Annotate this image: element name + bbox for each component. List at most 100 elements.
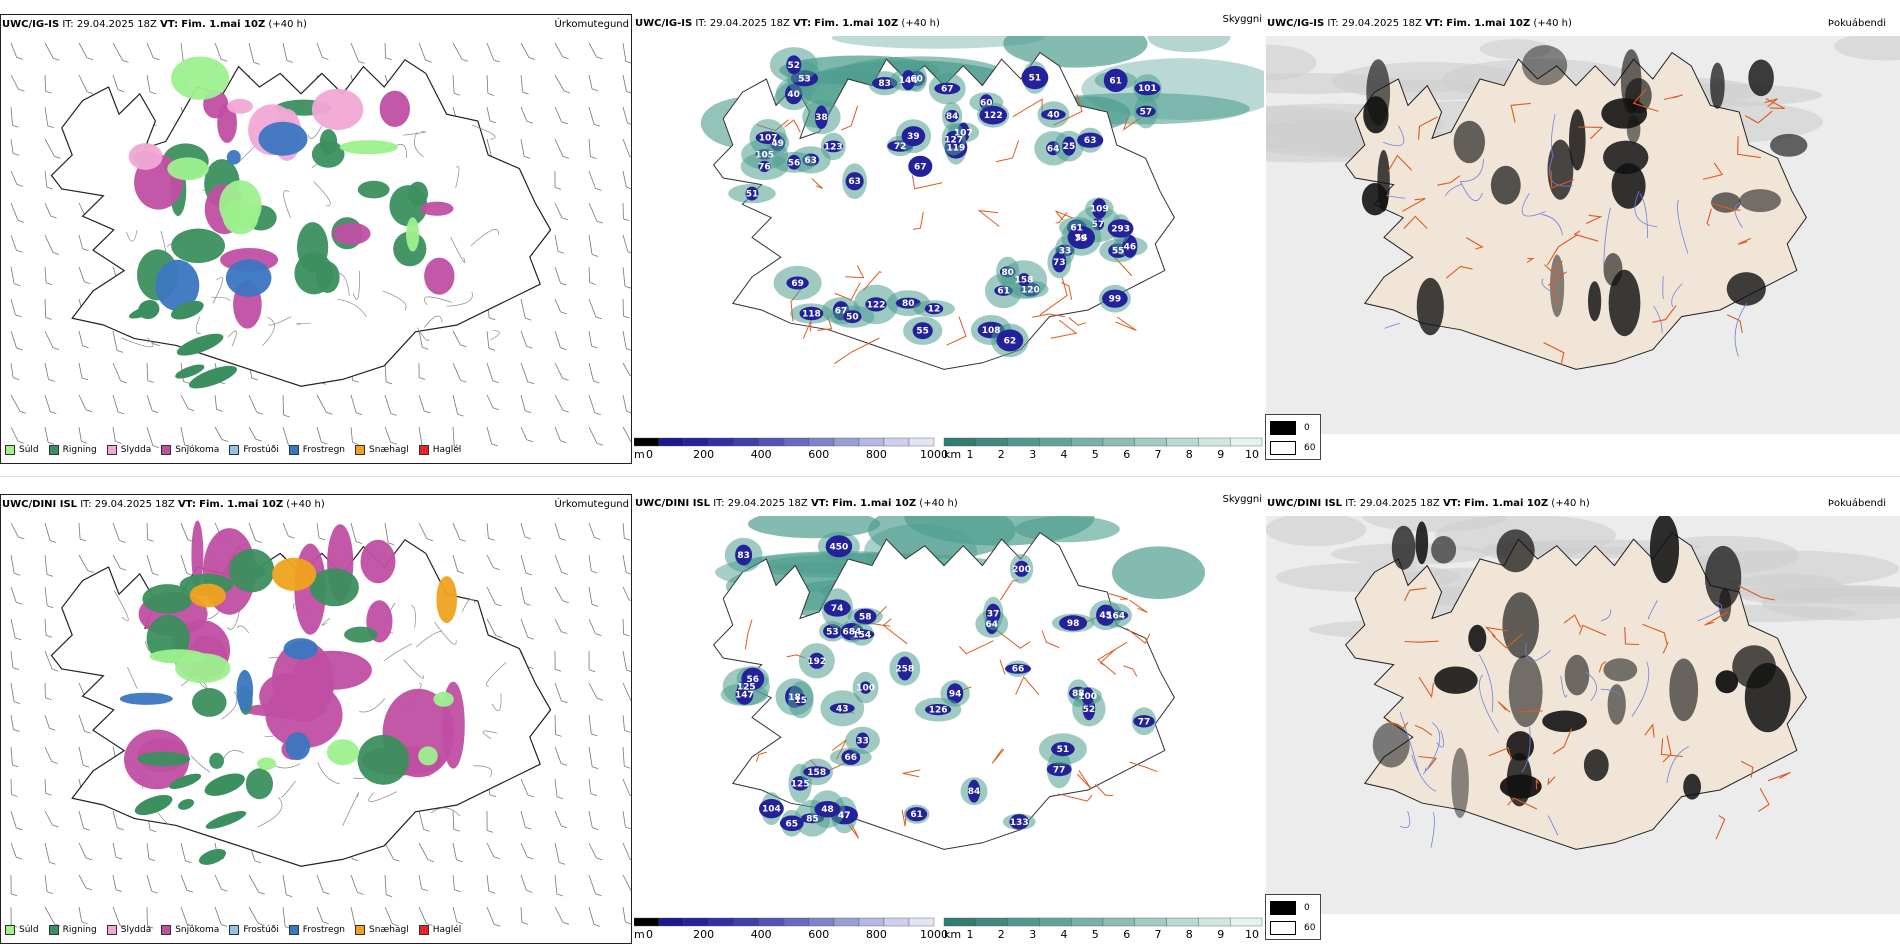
legend-label: Rigning: [62, 445, 97, 455]
visibility-value-label: 99: [1109, 295, 1122, 305]
terrain-scale-tick: 200: [693, 928, 714, 941]
terrain-scale-segment: [758, 437, 785, 447]
scale-bars-top: m 0 200 400 600 800 1000 km 1 2 3 4 5 6 7 8 9 10: [634, 436, 1264, 466]
legend-item: Haglél: [418, 445, 462, 455]
visibility-value-label: 61: [910, 810, 923, 820]
distance-scale-segment: [1007, 917, 1040, 927]
visibility-value-label: 48: [821, 805, 834, 815]
visibility-value-label: 38: [815, 113, 828, 123]
legend-label: Rigning: [62, 925, 97, 935]
visibility-value-label: 119: [947, 143, 966, 153]
visibility-value-label: 127: [944, 135, 963, 145]
visibility-value-label: 85: [806, 814, 819, 824]
visibility-value-label: 105: [755, 150, 774, 160]
visibility-value-label: 51: [1029, 74, 1042, 84]
legend-label: Snæhagl: [369, 925, 409, 935]
visibility-value-label: 63: [1084, 136, 1097, 146]
visibility-value-label: 18: [788, 693, 801, 703]
visibility-value-label: 45: [1099, 611, 1112, 621]
visibility-value-label: 200: [1012, 565, 1031, 575]
terrain-scale-segment: [858, 917, 885, 927]
legend-item: Frostúði: [229, 445, 279, 455]
visibility-value-label: 125: [737, 682, 756, 692]
visibility-value-label: 69: [791, 279, 804, 289]
visibility-value-label: 88: [1072, 689, 1085, 699]
precip-type-panel-top: UWC/IG-IS IT: 29.04.2025 18Z VT: Fim. 1.…: [0, 14, 632, 464]
visibility-value-label: 94: [949, 689, 962, 699]
distance-scale-segment: [1039, 437, 1072, 447]
product-name: Þokuábendi: [1827, 18, 1886, 29]
visibility-value-label: 100: [1078, 692, 1097, 702]
distance-scale-segment: [1230, 917, 1263, 927]
terrain-scale-segment: [733, 437, 760, 447]
terrain-scale-tick: 800: [866, 448, 887, 461]
fog-legend-white-box: [1270, 441, 1296, 455]
terrain-scale-segment: [634, 437, 660, 447]
visibility-value-label: 83: [737, 551, 750, 561]
legend-item: Snæhagl: [355, 445, 409, 455]
distance-scale-tick: 5: [1092, 448, 1099, 461]
legend-item: Rigning: [48, 445, 97, 455]
panel-title: UWC/IG-IS IT: 29.04.2025 18Z VT: Fim. 1.…: [635, 18, 940, 29]
visibility-value-label: 66: [845, 753, 858, 763]
distance-scale-segment: [975, 917, 1008, 927]
legend-label: Frostúði: [243, 445, 279, 455]
distance-scale-tick: 10: [1245, 928, 1259, 941]
distance-scale-segment: [1102, 437, 1135, 447]
terrain-scale-segment: [758, 917, 785, 927]
distance-scale-segment: [1166, 917, 1199, 927]
legend-swatch: [418, 445, 429, 455]
visibility-value-label: 77: [1053, 765, 1066, 775]
visibility-value-label: 60: [910, 74, 923, 84]
visibility-value-label: 108: [982, 326, 1001, 336]
visibility-panel-bottom: UWC/DINI ISL IT: 29.04.2025 18Z VT: Fim.…: [634, 494, 1264, 914]
visibility-value-label: 40: [787, 90, 800, 100]
visibility-value-label: 158: [1015, 276, 1034, 286]
visibility-value-label: 12: [928, 305, 941, 315]
distance-scale-tick: 9: [1217, 928, 1224, 941]
visibility-value-label: 62: [1004, 336, 1017, 346]
visibility-value-label: 258: [895, 665, 914, 675]
legend-label: Haglél: [432, 445, 462, 455]
terrain-scale-segment: [883, 437, 910, 447]
product-name: Úrkomutegund: [554, 499, 629, 510]
legend-swatch: [106, 445, 117, 455]
visibility-value-label: 293: [1111, 225, 1130, 235]
visibility-value-label: 60: [980, 98, 993, 108]
distance-scale-segment: [1134, 917, 1167, 927]
visibility-value-label: 56: [788, 158, 801, 168]
fog-indicator-map: [1266, 516, 1900, 914]
distance-scale-segment: [1198, 437, 1231, 447]
legend-item: Rigning: [48, 925, 97, 935]
visibility-value-label: 66: [1012, 665, 1025, 675]
visibility-value-label: 54: [1075, 234, 1088, 244]
terrain-scale-tick: 800: [866, 928, 887, 941]
legend-label: Slydda: [120, 925, 152, 935]
panel-title: UWC/IG-IS IT: 29.04.2025 18Z VT: Fim. 1.…: [1267, 18, 1572, 29]
terrain-scale-segment: [733, 917, 760, 927]
distance-scale-tick: 6: [1123, 928, 1130, 941]
visibility-value-label: 123: [824, 142, 843, 152]
visibility-value-label: 192: [807, 657, 826, 667]
legend-swatch: [229, 925, 240, 935]
visibility-value-label: 158: [807, 768, 826, 778]
terrain-scale-segment: [783, 917, 810, 927]
visibility-value-label: 164: [1106, 611, 1125, 621]
terrain-scale-tick: 600: [808, 928, 829, 941]
visibility-value-label: 450: [830, 542, 849, 552]
visibility-value-label: 67: [835, 307, 848, 317]
visibility-value-label: 65: [786, 819, 799, 829]
visibility-value-label: 154: [852, 630, 871, 640]
legend-swatch: [5, 925, 15, 935]
visibility-map: 55 57 51 46 57 69 60 60 64 83 40 61 25 63 53 67 63 61 99 10…: [700, 36, 1264, 370]
row-separator: [0, 476, 1900, 477]
legend-item: Slydda: [106, 445, 151, 455]
distance-scale-segment: [1007, 437, 1040, 447]
legend-item: Snjókoma: [161, 925, 219, 935]
visibility-value-label: 84: [968, 787, 981, 797]
terrain-scale-unit: m: [634, 928, 645, 941]
legend-item: Frostregn: [288, 445, 345, 455]
precip-type-map: [10, 42, 631, 450]
visibility-value-label: 61: [1109, 76, 1122, 86]
visibility-value-label: 43: [836, 704, 849, 714]
